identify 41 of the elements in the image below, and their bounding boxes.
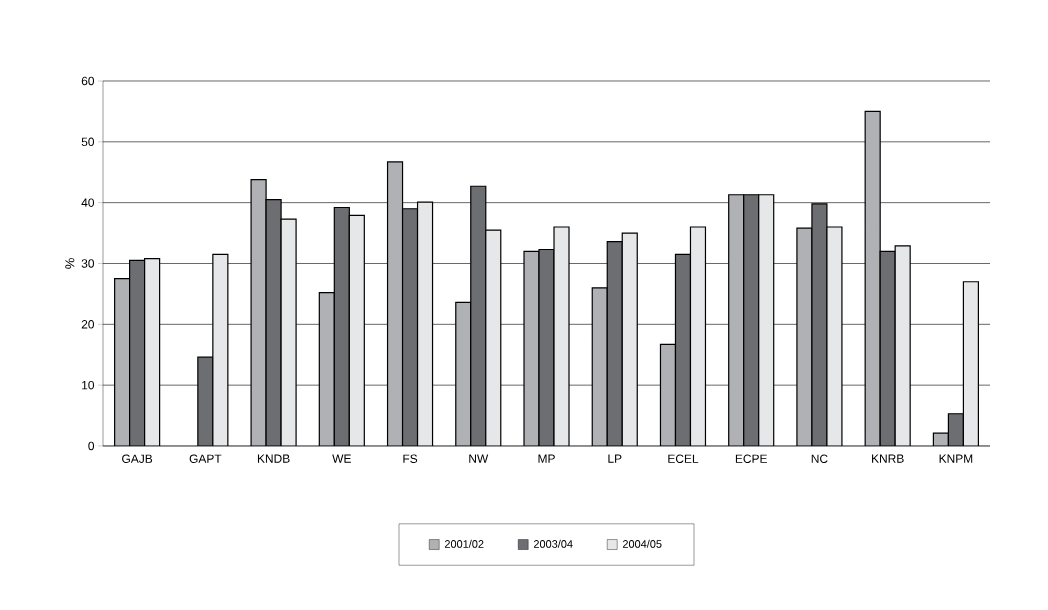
bar [333,206,350,446]
bar [386,161,404,446]
y-axis-title: % [65,258,75,269]
x-tick-label: ECPE [735,454,767,463]
x-tick-label: KNDB [257,454,290,463]
bar [591,287,608,446]
x-tick-label: ECEL [668,454,699,463]
bar [455,301,472,446]
bar [470,185,487,446]
x-tick-label: GAJB [122,454,153,463]
bar [606,240,623,446]
x-tick-label: KNRB [872,454,904,463]
legend-label: 2004/05 [622,539,662,548]
x-tick-label: NW [469,454,489,463]
x-tick-label: LP [608,454,622,463]
bar [114,278,131,446]
y-tick-label: 60 [81,76,95,86]
bar [659,343,677,446]
legend-label: 2003/04 [533,539,573,548]
x-tick-label: MP [538,454,555,463]
bar [728,194,745,446]
x-tick-label: GAPT [189,454,222,463]
y-tick-label: 20 [81,320,95,329]
bar [129,259,146,446]
bar [947,413,964,446]
bar [879,250,896,446]
x-tick-label: WE [332,454,351,463]
y-tick-label: 10 [82,380,95,390]
bar [743,194,760,446]
y-tick-label: 30 [81,259,95,268]
x-tick-label: NC [811,454,828,463]
bar [674,253,692,446]
legend-label: 2001/02 [444,539,484,548]
y-tick-label: 50 [81,137,95,147]
y-tick-label: 0 [88,441,95,451]
bar [401,208,419,446]
bar [864,110,881,446]
y-tick-label: 40 [81,198,95,207]
x-tick-label: FS [403,454,418,463]
bar [318,292,335,446]
x-tick-label: KNPM [939,454,973,463]
